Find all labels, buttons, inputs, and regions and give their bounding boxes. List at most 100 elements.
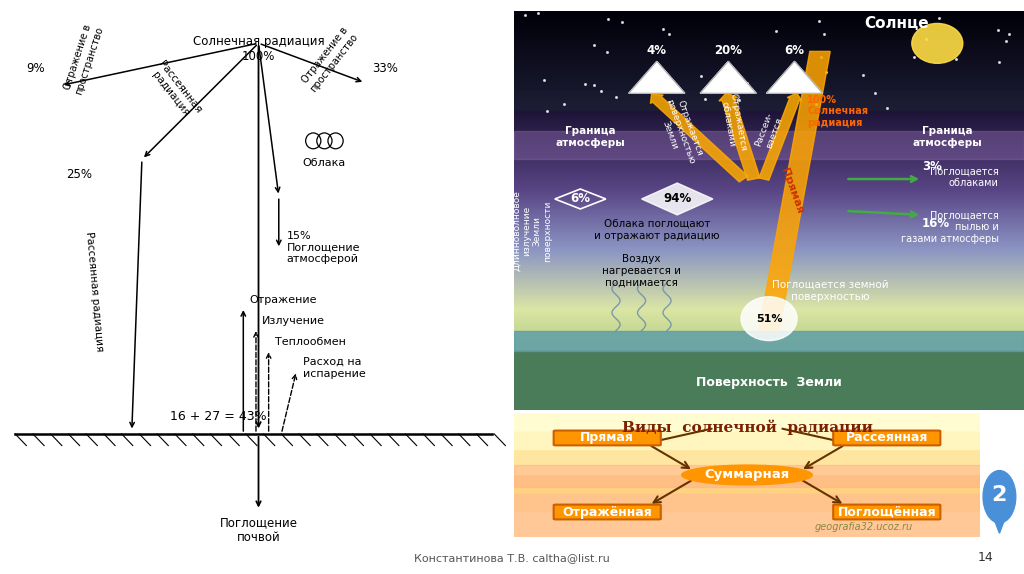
- Point: [539, 106, 555, 115]
- Point: [812, 52, 828, 61]
- Circle shape: [983, 471, 1016, 523]
- Text: Отражение: Отражение: [250, 294, 316, 305]
- Point: [990, 57, 1007, 67]
- Text: Облака поглощают
и отражают радиацию: Облака поглощают и отражают радиацию: [594, 219, 720, 241]
- Point: [726, 102, 742, 111]
- Point: [599, 47, 615, 56]
- Polygon shape: [629, 61, 685, 93]
- Point: [614, 17, 631, 26]
- Point: [730, 95, 746, 104]
- Point: [998, 36, 1015, 45]
- Circle shape: [911, 24, 963, 63]
- Point: [654, 24, 671, 33]
- Point: [536, 76, 552, 85]
- Point: [818, 68, 835, 77]
- Polygon shape: [650, 94, 748, 182]
- Text: 33%: 33%: [373, 62, 398, 75]
- Text: Излучение: Излучение: [262, 316, 325, 325]
- Text: Рассеянная радиация: Рассеянная радиация: [84, 231, 104, 352]
- Point: [931, 13, 947, 22]
- Point: [607, 92, 624, 102]
- Point: [662, 30, 678, 39]
- Point: [919, 34, 935, 43]
- Point: [586, 41, 602, 50]
- Point: [593, 87, 609, 96]
- Point: [990, 25, 1007, 34]
- FancyBboxPatch shape: [834, 505, 940, 519]
- Text: Рассеянная
радиация: Рассеянная радиация: [146, 59, 203, 122]
- Point: [855, 71, 871, 80]
- Text: 100%
Солнечная
радиация: 100% Солнечная радиация: [807, 95, 868, 128]
- Polygon shape: [719, 93, 760, 180]
- Point: [816, 30, 833, 39]
- Text: 6%: 6%: [784, 44, 805, 57]
- Text: Поглощается
пылью и
газами атмосферы: Поглощается пылью и газами атмосферы: [900, 210, 998, 243]
- Text: Солнечная радиация
100%: Солнечная радиация 100%: [193, 35, 325, 63]
- Text: 6%: 6%: [570, 192, 591, 205]
- Text: Граница
атмосферы: Граница атмосферы: [912, 126, 982, 148]
- Text: 25%: 25%: [66, 168, 92, 181]
- Text: Отражается
поверхностью
Земли: Отражается поверхностью Земли: [654, 94, 706, 168]
- Polygon shape: [759, 52, 830, 331]
- Text: 94%: 94%: [664, 192, 691, 205]
- Bar: [514, 131, 1024, 159]
- Text: Поглощается
облаками: Поглощается облаками: [930, 166, 998, 188]
- Text: Отражение в
пространство: Отражение в пространство: [62, 22, 104, 96]
- Bar: [514, 351, 1024, 410]
- Text: Отражённая: Отражённая: [562, 506, 652, 518]
- Text: geografia32.ucoz.ru: geografia32.ucoz.ru: [814, 522, 912, 532]
- Text: Поглощается земной
поверхностью: Поглощается земной поверхностью: [772, 280, 889, 301]
- Text: 15%
Поглощение
атмосферой: 15% Поглощение атмосферой: [287, 231, 359, 264]
- Text: 2: 2: [991, 486, 1008, 505]
- FancyBboxPatch shape: [834, 430, 940, 445]
- Point: [880, 103, 896, 113]
- Polygon shape: [759, 93, 802, 180]
- Point: [586, 81, 602, 90]
- Text: 51%: 51%: [756, 313, 782, 324]
- Point: [516, 10, 532, 19]
- Text: Отражается
облаками: Отражается облаками: [719, 92, 748, 154]
- Text: 4%: 4%: [647, 44, 667, 57]
- Text: Прямая: Прямая: [581, 432, 634, 444]
- Text: Длинноволновое
излучение
Земли
поверхности: Длинноволновое излучение Земли поверхнос…: [512, 191, 552, 272]
- Text: 16 + 27 = 43%: 16 + 27 = 43%: [170, 410, 266, 424]
- Point: [697, 95, 714, 104]
- Point: [768, 26, 784, 36]
- Text: 14: 14: [978, 552, 993, 564]
- Text: 20%: 20%: [714, 44, 742, 57]
- Point: [906, 52, 923, 61]
- Text: Воздух
нагревается и
поднимается: Воздух нагревается и поднимается: [602, 254, 681, 288]
- Polygon shape: [991, 510, 1008, 533]
- Polygon shape: [641, 183, 713, 215]
- Point: [1000, 29, 1017, 38]
- Text: Граница
атмосферы: Граница атмосферы: [556, 126, 626, 148]
- Point: [662, 98, 678, 107]
- Text: Поглощённая: Поглощённая: [838, 506, 936, 518]
- Text: 9%: 9%: [27, 62, 45, 75]
- Text: Солнце: Солнце: [864, 16, 929, 31]
- Text: Прямая: Прямая: [779, 166, 805, 215]
- Point: [654, 74, 671, 83]
- Polygon shape: [767, 61, 822, 93]
- Text: Рассеянная: Рассеянная: [846, 432, 928, 444]
- Point: [599, 15, 615, 24]
- Point: [808, 99, 824, 108]
- Text: Поверхность  Земли: Поверхность Земли: [696, 376, 842, 389]
- Text: Расход на
испарение: Расход на испарение: [303, 357, 366, 379]
- Point: [738, 79, 755, 88]
- Text: 3%: 3%: [922, 160, 942, 173]
- Text: Суммарная: Суммарная: [705, 468, 790, 482]
- Polygon shape: [700, 61, 757, 93]
- Point: [947, 55, 964, 64]
- Ellipse shape: [682, 465, 812, 485]
- Text: Поглощение
почвой: Поглощение почвой: [219, 516, 298, 544]
- Point: [529, 8, 546, 17]
- Circle shape: [741, 297, 797, 340]
- Point: [556, 99, 572, 108]
- FancyBboxPatch shape: [554, 505, 660, 519]
- Text: 16%: 16%: [922, 217, 950, 230]
- Bar: [514, 331, 1024, 351]
- Bar: [514, 465, 980, 487]
- Point: [773, 87, 790, 96]
- Point: [811, 16, 827, 25]
